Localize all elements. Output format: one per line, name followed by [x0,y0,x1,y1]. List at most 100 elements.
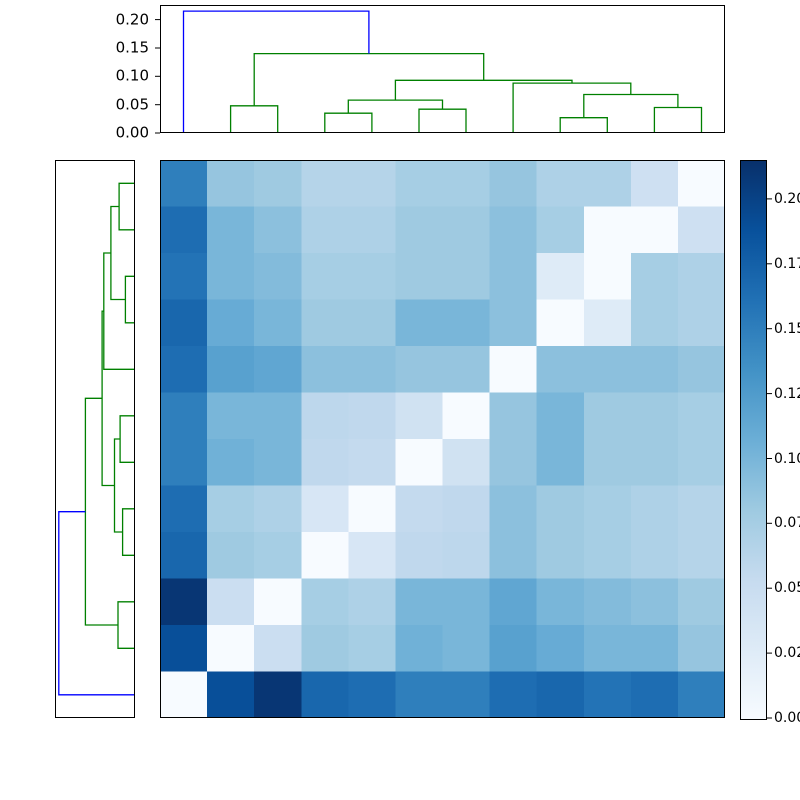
heatmap-cell [677,346,726,393]
colorbar-tick-label: 0.15 [774,320,800,337]
heatmap-cell [536,392,584,440]
dendrogram-axis-tick-label: 0.10 [115,66,149,85]
heatmap-cell [630,671,679,719]
dendrogram-link [117,601,135,649]
heatmap-cell [442,392,490,440]
heatmap-cell [489,299,537,347]
heatmap-cell [677,439,726,486]
heatmap-cell [254,485,302,533]
dendrogram-link [110,205,126,301]
dendrogram-link [103,252,135,370]
heatmap-cell [677,206,726,254]
heatmap-cell [160,485,208,533]
heatmap-cell [442,346,490,393]
heatmap-cell [254,299,302,347]
dendrogram-axis-tick-label: 0.15 [115,38,149,57]
heatmap-cell [301,439,349,486]
heatmap-cell [583,299,631,347]
heatmap-cell [489,253,537,300]
heatmap-cell [207,206,255,254]
heatmap-cell [395,299,443,347]
heatmap-cell [160,346,208,393]
heatmap-cell [301,253,349,300]
heatmap-cell [677,485,726,533]
heatmap-cell [160,392,208,440]
dendrogram-axis-tick-label: 0.20 [115,10,149,29]
heatmap-cell [489,160,537,207]
colorbar-gradient [741,161,766,719]
heatmap-cell [442,206,490,254]
heatmap-cell [301,671,349,719]
heatmap-cell [254,671,302,719]
heatmap-cell [301,206,349,254]
heatmap-cell [442,299,490,347]
colorbar-tick-label: 0.17 [774,255,800,272]
top-dendrogram-axes [160,5,725,133]
heatmap-cell [536,346,584,393]
dendrogram-link [118,182,135,231]
heatmap-cell [207,346,255,393]
heatmap-cell [348,625,396,672]
heatmap-cell [207,578,255,626]
heatmap-cell [254,160,302,207]
colorbar-tick-label: 0.20 [774,190,800,207]
heatmap-cell [301,625,349,672]
heatmap-cell [395,671,443,719]
heatmap-cell [395,346,443,393]
dendrogram-link [418,108,467,133]
heatmap-cell [207,671,255,719]
heatmap-cell [301,485,349,533]
heatmap-cell [348,299,396,347]
heatmap-cell [489,671,537,719]
heatmap-cell [395,532,443,579]
heatmap-cell [395,625,443,672]
heatmap-cell [254,439,302,486]
heatmap-cell [583,671,631,719]
heatmap-cell [630,160,679,207]
heatmap-cell [254,253,302,300]
top-dendrogram [160,5,725,133]
heatmap-cell [630,532,679,579]
heatmap-cell [677,299,726,347]
dendrogram-link [58,511,135,696]
heatmap-cell [536,625,584,672]
heatmap-cell [583,160,631,207]
heatmap-cell [348,160,396,207]
heatmap-cell [442,253,490,300]
heatmap-cell [301,160,349,207]
heatmap-cell [677,392,726,440]
dendrogram-link [583,93,679,118]
dendrogram-link [229,105,279,133]
heatmap-cell [442,439,490,486]
dendrogram-axis-tick-label: 0.05 [115,95,149,114]
heatmap-cell [536,671,584,719]
heatmap-cell [207,532,255,579]
heatmap-cell [160,253,208,300]
dendrogram-link [324,112,373,133]
heatmap-cell [160,671,208,719]
heatmap-cell [677,253,726,300]
heatmap-cell [583,625,631,672]
heatmap-cell [348,532,396,579]
colorbar-tick-label: 0.10 [774,450,800,467]
heatmap-cell [630,392,679,440]
heatmap-cell [630,346,679,393]
heatmap-cell [489,485,537,533]
heatmap-cell [489,532,537,579]
heatmap-cell [348,439,396,486]
heatmap-cell [630,206,679,254]
heatmap-cell [395,578,443,626]
heatmap-cell [348,485,396,533]
heatmap-cell [348,253,396,300]
heatmap-cell [536,578,584,626]
dendrogram-link [124,275,135,324]
heatmap-cell [395,439,443,486]
heatmap-cell [583,578,631,626]
heatmap-cell [348,578,396,626]
colorbar-tick-label: 0.02 [774,645,800,662]
heatmap-cell [677,625,726,672]
heatmap-cell [489,392,537,440]
heatmap-cell [348,392,396,440]
dendrogram-link [182,10,370,133]
